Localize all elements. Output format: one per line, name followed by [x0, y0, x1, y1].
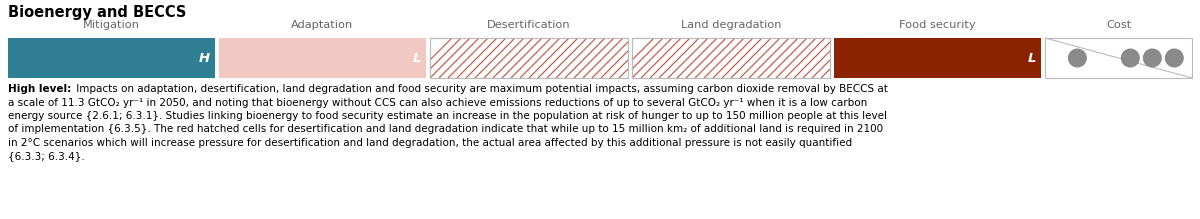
Text: Bioenergy and BECCS: Bioenergy and BECCS: [8, 5, 186, 20]
Bar: [430, 38, 628, 78]
Bar: [632, 38, 830, 78]
Text: L: L: [1027, 51, 1036, 65]
Circle shape: [1068, 49, 1086, 67]
Text: Mitigation: Mitigation: [83, 20, 140, 30]
Text: a scale of 11.3 GtCO₂ yr⁻¹ in 2050, and noting that bioenergy without CCS can al: a scale of 11.3 GtCO₂ yr⁻¹ in 2050, and …: [8, 97, 868, 108]
Text: Impacts on adaptation, desertification, land degradation and food security are m: Impacts on adaptation, desertification, …: [73, 84, 888, 94]
Text: energy source {2.6.1; 6.3.1}. Studies linking bioenergy to food security estimat: energy source {2.6.1; 6.3.1}. Studies li…: [8, 111, 887, 121]
Circle shape: [1122, 49, 1139, 67]
Text: Desertification: Desertification: [487, 20, 571, 30]
Text: H: H: [199, 51, 210, 65]
Text: Adaptation: Adaptation: [292, 20, 354, 30]
Text: of implementation {6.3.5}. The red hatched cells for desertification and land de: of implementation {6.3.5}. The red hatch…: [8, 124, 883, 134]
Bar: [218, 38, 426, 78]
Bar: [430, 38, 628, 78]
Text: Food security: Food security: [899, 20, 976, 30]
Text: in 2°C scenarios which will increase pressure for desertification and land degra: in 2°C scenarios which will increase pre…: [8, 138, 852, 148]
Text: High level:: High level:: [8, 84, 71, 94]
Text: Cost: Cost: [1106, 20, 1132, 30]
Bar: [632, 38, 830, 78]
Bar: [834, 38, 1042, 78]
Text: {6.3.3; 6.3.4}.: {6.3.3; 6.3.4}.: [8, 152, 85, 161]
Text: Land degradation: Land degradation: [680, 20, 781, 30]
Bar: [8, 38, 215, 78]
Text: L: L: [413, 51, 421, 65]
Circle shape: [1144, 49, 1162, 67]
Bar: [1045, 38, 1192, 78]
Circle shape: [1165, 49, 1183, 67]
